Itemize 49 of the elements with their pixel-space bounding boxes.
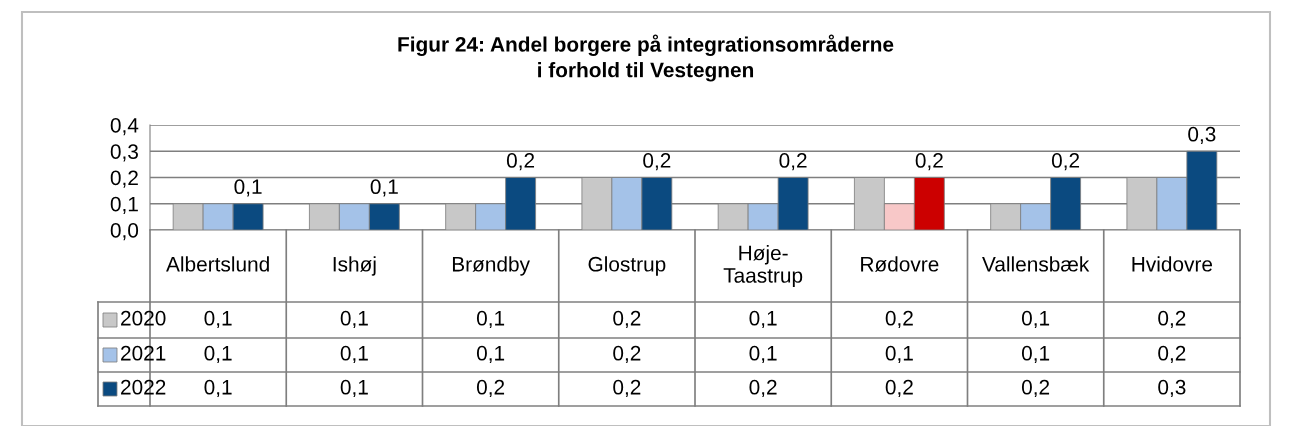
data-label: 0,2 xyxy=(613,345,641,364)
data-label: 0,1 xyxy=(340,310,368,329)
data-label: 0,1 xyxy=(204,379,232,398)
data-label: 0,2 xyxy=(476,379,505,398)
annotation: 0,2 xyxy=(1051,153,1080,171)
x-tick-label: Vallensbæk xyxy=(982,256,1090,272)
data-label: 0,2 xyxy=(1021,379,1050,398)
y-tick-label: 0,1 xyxy=(110,196,138,214)
data-label: 0,1 xyxy=(340,379,368,398)
y-tick-label: 0,2 xyxy=(110,170,138,188)
data-label: 0,1 xyxy=(885,345,913,364)
annotation: 0,2 xyxy=(779,153,807,171)
annotation: 0,1 xyxy=(234,179,262,197)
data-label: 0,1 xyxy=(204,345,232,364)
data-label: 0,2 xyxy=(1158,310,1186,329)
data-label: 0,1 xyxy=(749,345,777,364)
x-tick-label: Rødovre xyxy=(861,256,939,272)
data-label: 0,2 xyxy=(1158,345,1186,364)
chart-title: Figur 24: Andel borgere på integrationsområderne i forhold til Vestegnen xyxy=(398,34,894,82)
y-tick-label: 0,0 xyxy=(110,223,139,241)
legend-label: 2020 xyxy=(121,310,166,326)
y-tick-label: 0,3 xyxy=(110,144,138,162)
annotation: 0,2 xyxy=(643,153,671,171)
data-label: 0,1 xyxy=(1021,345,1050,364)
data-label: 0,1 xyxy=(749,310,777,329)
x-tick-label: Høje- Taastrup xyxy=(723,245,803,287)
data-label: 0,1 xyxy=(476,310,505,329)
data-label: 0,2 xyxy=(749,379,777,398)
x-tick-label: Hvidovre xyxy=(1132,256,1213,272)
data-label: 0,2 xyxy=(885,379,913,398)
x-tick-label: Glostrup xyxy=(588,256,666,276)
data-label: 0,1 xyxy=(340,345,368,364)
x-tick-label: Brøndby xyxy=(452,256,530,276)
legend-label: 2022 xyxy=(121,379,166,395)
x-tick-label: Albertslund xyxy=(166,256,269,272)
data-label: 0,2 xyxy=(885,310,913,329)
annotation: 0,2 xyxy=(915,153,943,171)
data-label: 0,2 xyxy=(613,310,641,329)
x-tick-label: Ishøj xyxy=(333,256,376,276)
data-label: 0,2 xyxy=(613,379,641,398)
data-label: 0,1 xyxy=(204,310,232,329)
data-label: 0,1 xyxy=(476,345,505,364)
annotation: 0,2 xyxy=(506,153,535,171)
annotation: 0,1 xyxy=(370,179,398,197)
data-label: 0,3 xyxy=(1158,379,1186,398)
y-tick-label: 0,4 xyxy=(110,118,139,136)
annotation: 0,3 xyxy=(1188,126,1216,145)
legend-label: 2021 xyxy=(121,345,166,361)
data-label: 0,1 xyxy=(1021,310,1050,329)
